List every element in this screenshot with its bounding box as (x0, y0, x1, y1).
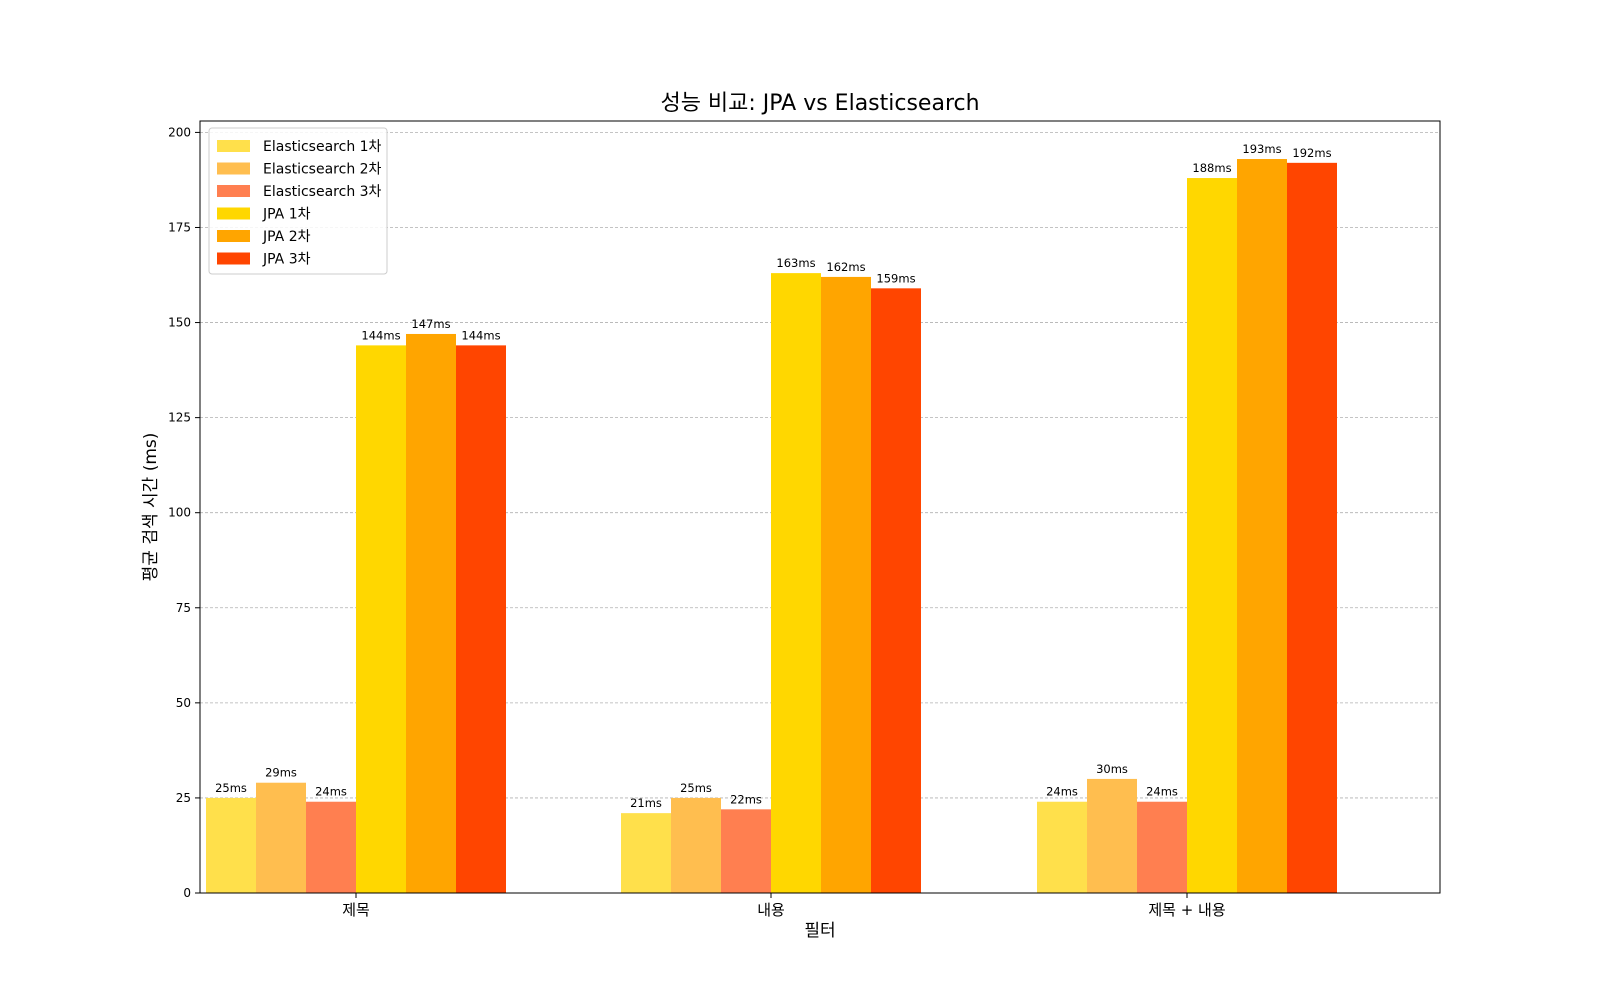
bar (356, 345, 406, 893)
legend-swatch (217, 207, 250, 220)
bar-value-label: 188ms (1192, 161, 1231, 175)
legend-entry-label: JPA 2차 (262, 229, 311, 245)
y-tick-label: 25 (176, 791, 191, 805)
bar-value-label: 159ms (876, 271, 915, 285)
bar (821, 276, 871, 894)
bar (721, 809, 771, 893)
legend-box (208, 127, 388, 275)
bar-value-label: 22ms (730, 792, 762, 806)
x-axis-ticks: 제목 내용 제목 + 내용 (342, 893, 1226, 919)
bar-value-label: 162ms (826, 260, 865, 274)
legend-swatch (217, 252, 250, 265)
bar (671, 797, 721, 893)
x-tick-label: 내용 (757, 901, 785, 919)
bar (1237, 159, 1287, 894)
legend-entry-label: Elasticsearch 3차 (263, 184, 382, 200)
bar (206, 797, 256, 893)
y-tick-label: 200 (168, 125, 191, 139)
y-tick-label: 175 (168, 220, 191, 234)
bar-value-label: 163ms (776, 256, 815, 270)
legend-swatch (217, 162, 250, 175)
bar (771, 273, 821, 893)
bar (871, 288, 921, 893)
legend-entry-label: JPA 1차 (262, 207, 311, 223)
legend-swatch (217, 185, 250, 197)
bar (406, 333, 456, 893)
bar-value-label: 25ms (215, 781, 247, 795)
x-axis-title: 필터 (804, 921, 835, 941)
legend-entry-label: JPA 3차 (262, 252, 311, 268)
legend-entry-label: Elasticsearch 1차 (263, 139, 382, 155)
bar-value-label: 24ms (1146, 785, 1178, 799)
bar-value-label: 24ms (315, 785, 347, 799)
y-tick-label: 100 (168, 506, 191, 520)
bar-value-label: 147ms (411, 317, 450, 331)
bar-value-label: 25ms (680, 781, 712, 795)
y-tick-label: 125 (168, 411, 191, 425)
bar (1037, 801, 1087, 893)
plot-frame (199, 120, 1441, 894)
bar (306, 801, 356, 893)
bars (206, 159, 1337, 894)
bar (1137, 801, 1187, 893)
bar (1087, 778, 1137, 893)
legend-swatch (217, 140, 250, 152)
y-axis-ticks: 0 25 50 75 100 125 150 175 200 (168, 125, 200, 900)
bar (1187, 178, 1237, 894)
bar (621, 813, 671, 893)
bar-value-label: 29ms (265, 766, 297, 780)
y-tick-label: 150 (168, 316, 191, 330)
bar-value-label: 144ms (361, 328, 400, 342)
y-tick-label: 75 (176, 601, 191, 615)
bar-value-label: 24ms (1046, 785, 1078, 799)
bar-value-label: 192ms (1292, 146, 1331, 160)
axes (199, 120, 1441, 894)
bar (256, 782, 306, 893)
bar-value-label: 193ms (1242, 142, 1281, 156)
bar-value-label: 144ms (461, 328, 500, 342)
y-tick-label: 50 (176, 696, 191, 710)
y-tick-label: 0 (183, 886, 191, 900)
bar-value-label: 30ms (1096, 762, 1128, 776)
bar (456, 345, 506, 893)
chart-title: 성능 비교: JPA vs Elasticsearch (660, 91, 979, 116)
x-tick-label: 제목 + 내용 (1148, 901, 1225, 919)
y-axis-title: 평균 검색 시간 (ms) (141, 433, 161, 582)
legend-swatch (217, 230, 250, 242)
bar-value-label: 21ms (630, 796, 662, 810)
data-labels: 25ms 21ms 24ms 29ms 25ms 30ms 24ms 22ms 24ms 144m… (215, 142, 1331, 810)
legend-entry-label: Elasticsearch 2차 (263, 162, 382, 178)
x-tick-label: 제목 (342, 901, 370, 919)
bar (1287, 162, 1337, 893)
legend: Elasticsearch 1차 Elasticsearch 2차 Elastics… (208, 127, 388, 275)
